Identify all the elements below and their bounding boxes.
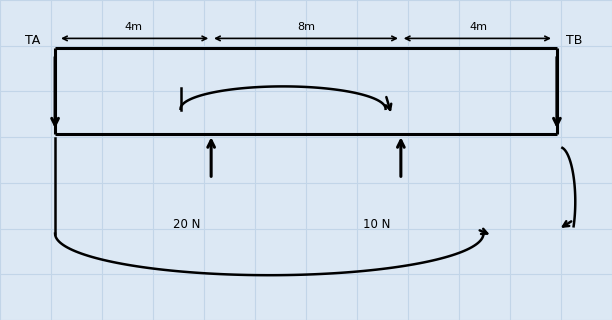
Text: 4m: 4m: [124, 22, 142, 32]
Text: 8m: 8m: [297, 22, 315, 32]
Text: 20 N: 20 N: [173, 218, 200, 230]
Text: TA: TA: [24, 34, 40, 46]
Text: TB: TB: [566, 34, 583, 46]
Text: 4m: 4m: [470, 22, 488, 32]
Text: 10 N: 10 N: [363, 218, 390, 230]
